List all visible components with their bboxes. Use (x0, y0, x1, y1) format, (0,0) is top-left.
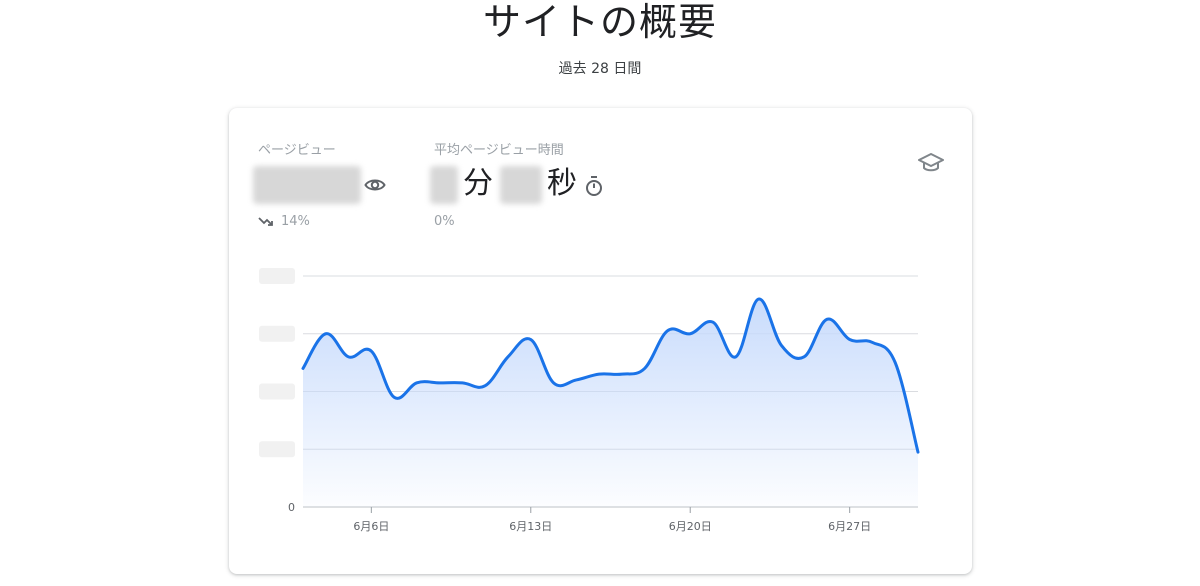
pageviews-chart: 0 6月6日 6月13日 6月20日 6月27日 (255, 262, 935, 542)
chart-area (303, 299, 918, 507)
x-tick-label: 6月6日 (353, 520, 389, 533)
y-tick-label-redacted (259, 325, 295, 342)
seconds-unit: 秒 (547, 166, 577, 201)
chart-line (301, 297, 920, 454)
avg-time-change: 0% (434, 214, 455, 229)
pageviews-label: ページビュー (258, 143, 336, 158)
avg-time-seconds-redacted (500, 166, 542, 204)
y-tick-label-redacted (259, 383, 295, 400)
minutes-unit: 分 (463, 166, 493, 201)
x-tick-label: 6月27日 (828, 520, 871, 533)
y-tick-label-redacted (259, 268, 295, 284)
y-tick-label: 0 (288, 501, 295, 514)
avg-time-minutes-redacted (430, 166, 458, 204)
stopwatch-icon (584, 175, 604, 201)
graduation-cap-icon[interactable] (918, 152, 944, 178)
pageviews-value-redacted (253, 166, 361, 204)
avg-time-label: 平均ページビュー時間 (434, 143, 564, 158)
x-tick-label: 6月20日 (669, 520, 712, 533)
page-subtitle: 過去 28 日間 (558, 61, 642, 77)
x-tick-label: 6月13日 (509, 520, 552, 533)
pageviews-change: 14% (281, 214, 310, 229)
trending-down-icon (258, 214, 274, 233)
chart-svg: 0 6月6日 6月13日 6月20日 6月27日 (259, 268, 920, 533)
page-title: サイトの概要 (482, 0, 717, 44)
eye-icon (364, 176, 386, 198)
y-tick-label-redacted (259, 441, 295, 458)
